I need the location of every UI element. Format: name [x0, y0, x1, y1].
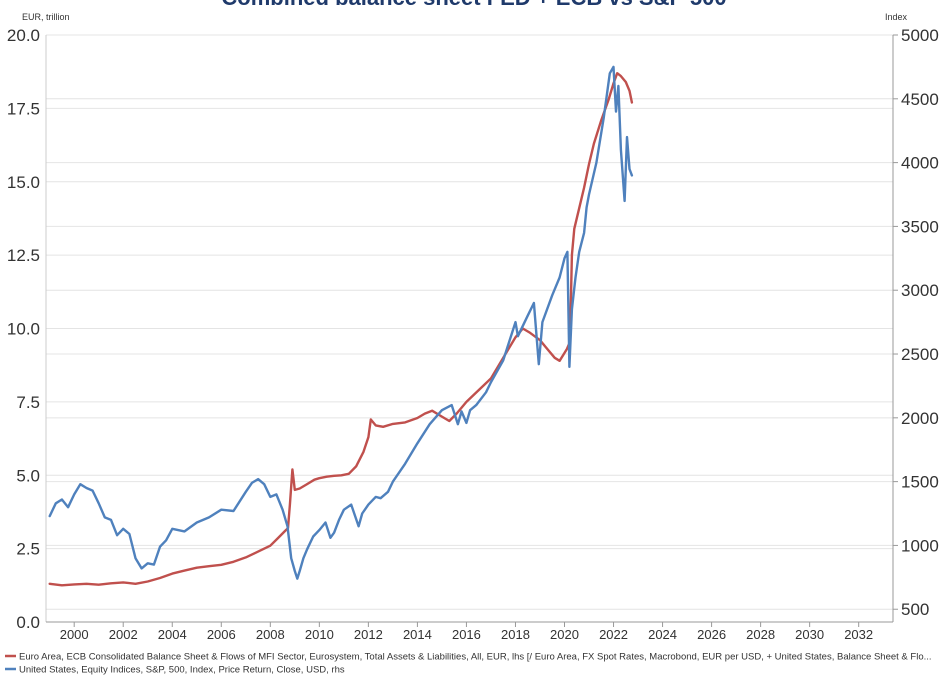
x-tick-label: 2002 [109, 627, 138, 642]
left-tick-label: 2.5 [16, 540, 40, 559]
x-tick-label: 2026 [697, 627, 726, 642]
right-axis-ticks: 500 1000 1500 2000 2500 3000 3500 4000 4500 5000 [893, 26, 939, 619]
x-tick-label: 2022 [599, 627, 628, 642]
x-tick-label: 2014 [403, 627, 432, 642]
x-tick-label: 2016 [452, 627, 481, 642]
legend: Euro Area, ECB Consolidated Balance Shee… [5, 652, 932, 675]
x-tick-label: 2020 [550, 627, 579, 642]
right-tick-label: 2500 [901, 345, 939, 364]
left-tick-label: 5.0 [16, 466, 40, 485]
x-tick-label: 2012 [354, 627, 383, 642]
left-tick-label: 7.5 [16, 393, 40, 412]
right-tick-label: 4500 [901, 90, 939, 109]
right-tick-label: 3500 [901, 217, 939, 236]
x-tick-label: 2010 [305, 627, 334, 642]
left-tick-label: 17.5 [7, 99, 40, 118]
left-tick-label: 10.0 [7, 320, 40, 339]
left-axis-unit: EUR, trillion [22, 12, 70, 22]
right-tick-label: 1500 [901, 473, 939, 492]
x-axis-ticks: 2000 2002 2004 2006 2008 2010 2012 2014 2016 2018… [60, 622, 873, 642]
right-tick-label: 500 [901, 600, 929, 619]
legend-label-1: Euro Area, ECB Consolidated Balance Shee… [19, 652, 932, 663]
x-tick-label: 2032 [844, 627, 873, 642]
left-tick-label: 15.0 [7, 173, 40, 192]
left-axis-ticks: 0.0 2.5 5.0 7.5 10.0 12.5 15.0 17.5 20.0 [7, 26, 40, 632]
x-tick-label: 2004 [158, 627, 187, 642]
x-tick-label: 2030 [795, 627, 824, 642]
right-tick-label: 4000 [901, 154, 939, 173]
legend-label-2: United States, Equity Indices, S&P, 500,… [19, 665, 345, 675]
x-tick-label: 2000 [60, 627, 89, 642]
x-tick-label: 2008 [256, 627, 285, 642]
right-tick-label: 5000 [901, 26, 939, 45]
x-tick-label: 2024 [648, 627, 677, 642]
left-tick-label: 12.5 [7, 246, 40, 265]
x-tick-label: 2028 [746, 627, 775, 642]
left-tick-label: 0.0 [16, 613, 40, 632]
chart-title: Combined balance sheet FED + ECB vs S&P … [221, 0, 726, 10]
right-axis-unit: Index [885, 12, 908, 22]
series-line-1 [48, 71, 634, 587]
left-tick-label: 20.0 [7, 26, 40, 45]
right-tick-label: 3000 [901, 281, 939, 300]
x-tick-label: 2018 [501, 627, 530, 642]
right-tick-label: 2000 [901, 409, 939, 428]
series-layer [48, 65, 634, 587]
series-line-2 [48, 65, 634, 580]
grid-layer [45, 34, 894, 623]
x-tick-label: 2006 [207, 627, 236, 642]
right-tick-label: 1000 [901, 536, 939, 555]
